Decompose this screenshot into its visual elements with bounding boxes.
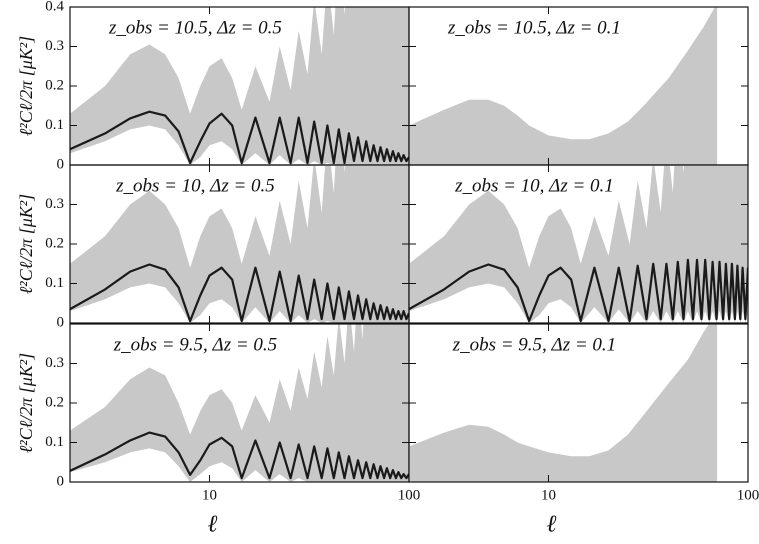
y-tick-label: 0 — [57, 473, 65, 489]
uncertainty-band — [409, 165, 748, 323]
x-tick-label: 100 — [398, 487, 421, 503]
y-tick-label: 0 — [57, 314, 65, 330]
panel — [70, 165, 409, 323]
uncertainty-band — [70, 165, 409, 323]
y-axis-label: ℓ²Cℓ/2π [μK²] — [16, 36, 36, 136]
y-tick-label: 0.2 — [45, 235, 64, 251]
uncertainty-band — [409, 324, 718, 482]
y-tick-label: 0.1 — [45, 117, 64, 133]
x-tick-label: 10 — [202, 487, 217, 503]
signal-line — [409, 258, 748, 323]
panel — [409, 7, 718, 165]
x-tick-label: 100 — [737, 487, 759, 503]
y-tick-label: 0.4 — [45, 0, 64, 14]
y-tick-label: 0.1 — [45, 434, 64, 450]
panel-annotation: z_obs = 10, Δz = 0.5 — [115, 175, 275, 196]
signal-line — [70, 263, 409, 323]
y-tick-label: 0.3 — [45, 355, 64, 371]
x-axis-label: ℓ — [207, 512, 217, 538]
y-tick-label: 0 — [57, 156, 65, 172]
panel-annotation: z_obs = 10.5, Δz = 0.5 — [108, 17, 282, 38]
y-tick-label: 0.1 — [45, 275, 64, 291]
panel — [70, 324, 409, 482]
panel — [409, 324, 718, 482]
signal-line — [70, 110, 409, 165]
panel-annotation: z_obs = 9.5, Δz = 0.5 — [113, 334, 277, 355]
y-tick-label: 0.2 — [45, 394, 64, 410]
y-axis-label: ℓ²Cℓ/2π [μK²] — [16, 353, 36, 453]
panel — [70, 7, 409, 165]
y-tick-label: 0.2 — [45, 77, 64, 93]
panel-annotation: z_obs = 10, Δz = 0.1 — [454, 175, 614, 196]
uncertainty-band — [409, 7, 718, 165]
panel-annotation: z_obs = 9.5, Δz = 0.1 — [452, 334, 616, 355]
panel-annotation: z_obs = 10.5, Δz = 0.1 — [447, 17, 621, 38]
x-axis-label: ℓ — [546, 512, 556, 538]
y-tick-label: 0.3 — [45, 38, 64, 54]
y-axis-label: ℓ²Cℓ/2π [μK²] — [16, 194, 36, 294]
x-tick-label: 10 — [541, 487, 556, 503]
signal-line — [70, 431, 409, 480]
uncertainty-band — [70, 324, 409, 482]
y-tick-label: 0.3 — [45, 196, 64, 212]
panel — [409, 165, 748, 323]
uncertainty-band — [70, 7, 409, 165]
